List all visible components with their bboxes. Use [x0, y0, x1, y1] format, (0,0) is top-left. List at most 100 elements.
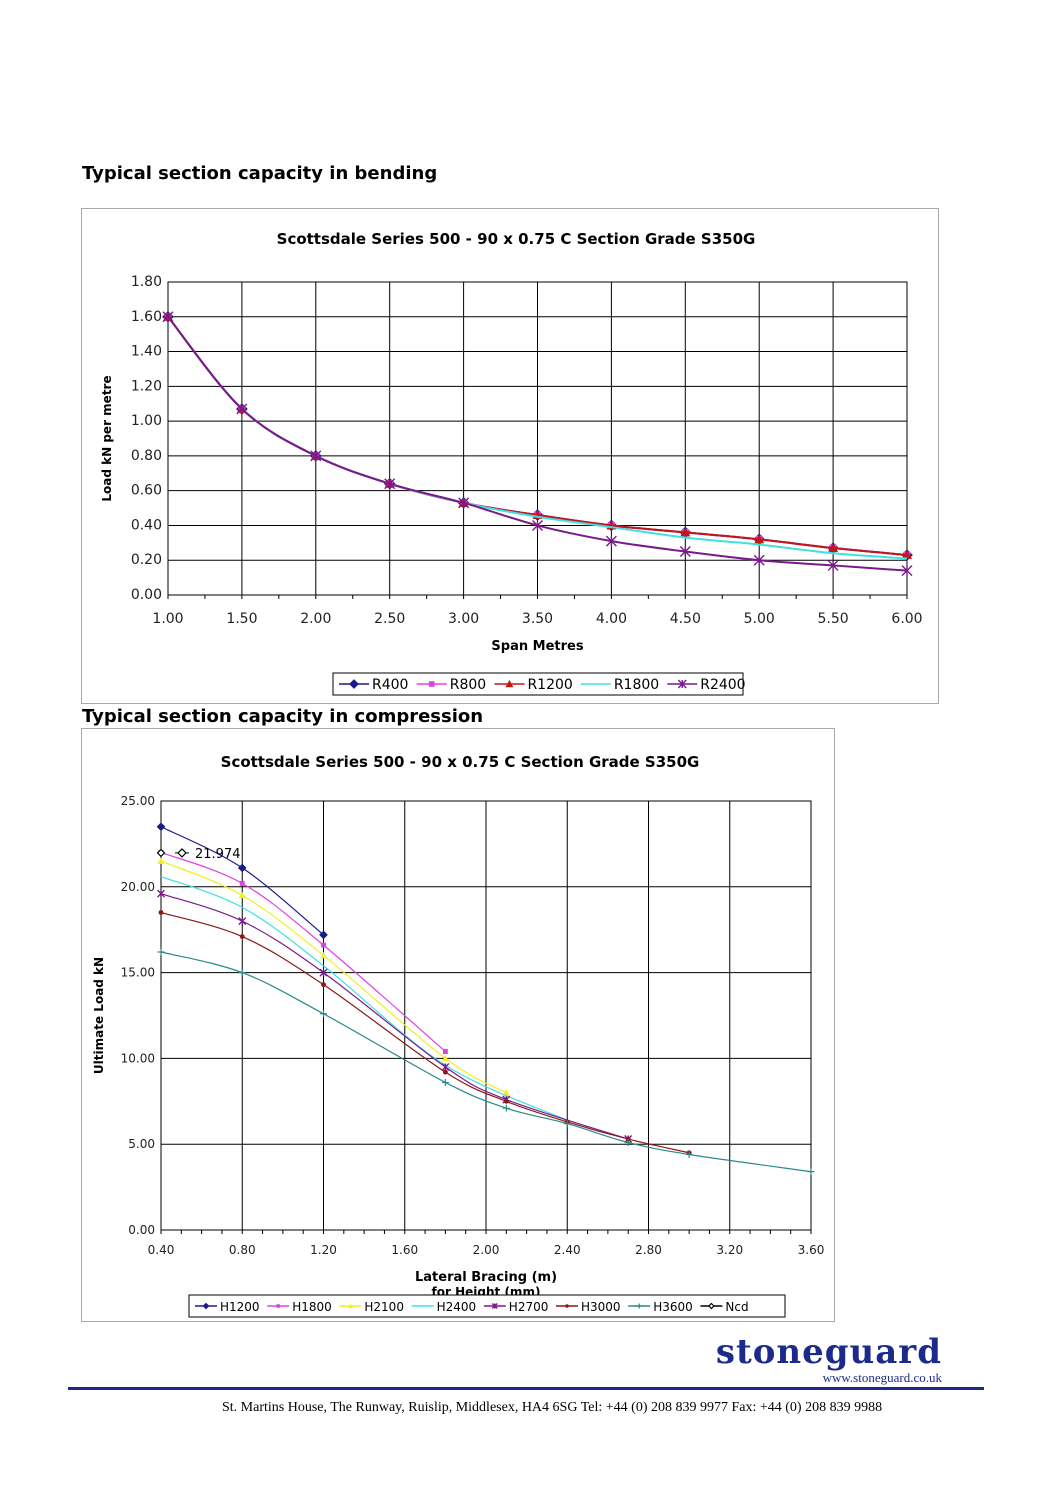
legend: H1200 H1800 H2100 H2400 H2700 H3000 H3600 Ncd — [188, 1294, 786, 1318]
x-axis-label: Span Metres — [491, 639, 583, 654]
legend-item-H2400: H2400 — [411, 1300, 477, 1314]
series-H1200 — [156, 822, 328, 940]
x-tick-label: 2.00 — [300, 611, 331, 627]
data-point — [441, 1078, 449, 1086]
data-point — [238, 917, 247, 926]
y-tick-label: 0.40 — [131, 517, 162, 533]
data-point — [680, 527, 691, 537]
legend-item-H3000: H3000 — [556, 1300, 621, 1314]
data-point — [310, 450, 322, 462]
series-H3600 — [157, 948, 815, 1176]
x-tick-label: 1.60 — [391, 1243, 418, 1257]
stoneguard-logo: stoneguard — [715, 1332, 942, 1372]
data-point — [901, 565, 913, 577]
x-tick-label: 5.50 — [818, 611, 849, 627]
legend-marker — [677, 679, 687, 689]
legend-label: R800 — [450, 677, 486, 693]
legend-label: R400 — [372, 677, 408, 693]
legend-label: R1800 — [614, 677, 659, 693]
legend-item-H1200: H1200 — [195, 1300, 260, 1314]
legend-marker — [276, 1304, 280, 1308]
series-R2400 — [162, 311, 913, 577]
legend-item-R1200: R1200 — [494, 677, 573, 693]
y-tick-label: 0.00 — [128, 1223, 155, 1237]
annotation-label: 21.974 — [195, 847, 241, 862]
chart-title: Scottsdale Series 500 - 90 x 0.75 C Sect… — [277, 230, 756, 248]
data-point — [320, 1010, 327, 1018]
footer-divider — [68, 1387, 984, 1390]
legend-label: R1200 — [527, 677, 572, 693]
x-tick-label: 2.40 — [554, 1243, 581, 1257]
legend-label: H3000 — [581, 1300, 621, 1314]
data-point — [239, 934, 245, 940]
legend-marker — [708, 1302, 715, 1310]
data-point — [319, 968, 328, 977]
x-tick-label: 1.00 — [152, 611, 183, 627]
data-point — [685, 1150, 693, 1158]
data-point — [605, 535, 617, 547]
y-tick-label: 15.00 — [121, 966, 155, 980]
legend-marker — [565, 1304, 569, 1308]
x-tick-label: 3.00 — [448, 611, 479, 627]
x-tick-label: 1.20 — [310, 1243, 337, 1257]
data-point — [384, 478, 396, 490]
series-Ncd — [156, 848, 166, 858]
legend-item-H1800: H1800 — [267, 1300, 332, 1314]
legend-item-R800: R800 — [416, 677, 486, 693]
y-axis-label: Load kN per metre — [100, 375, 114, 501]
data-point — [624, 1138, 632, 1146]
y-tick-label: 20.00 — [121, 880, 155, 894]
y-tick-label: 10.00 — [121, 1051, 155, 1065]
series-H2100 — [157, 857, 510, 1096]
y-tick-label: 0.00 — [131, 587, 162, 603]
x-tick-label: 3.50 — [522, 611, 553, 627]
compression-heading: Typical section capacity in compression — [82, 706, 484, 727]
y-axis-label: Ultimate Load kN — [92, 957, 106, 1074]
bending-heading: Typical section capacity in bending — [82, 163, 438, 184]
chart-title: Scottsdale Series 500 - 90 x 0.75 C Sect… — [221, 753, 700, 771]
data-point — [239, 880, 245, 886]
bending-chart: Scottsdale Series 500 - 90 x 0.75 C Sect… — [81, 208, 939, 704]
legend-label: H2400 — [437, 1300, 477, 1314]
x-tick-label: 2.00 — [473, 1243, 500, 1257]
legend-label: R2400 — [700, 677, 745, 693]
legend-item-H3600: H3600 — [628, 1300, 693, 1314]
x-tick-label: 0.80 — [229, 1243, 256, 1257]
brand-block: stoneguard www.stoneguard.co.uk — [716, 1332, 942, 1386]
data-point — [319, 930, 328, 940]
x-tick-label: 5.00 — [744, 611, 775, 627]
data-point — [157, 857, 165, 864]
y-tick-label: 1.40 — [131, 344, 162, 360]
data-point — [503, 1098, 509, 1104]
series-H3000 — [158, 910, 692, 1156]
y-tick-label: 0.60 — [131, 483, 162, 499]
x-tick-label: 6.00 — [891, 611, 922, 627]
x-tick-label: 4.00 — [596, 611, 627, 627]
y-tick-label: 0.20 — [131, 552, 162, 568]
y-tick-label: 1.20 — [131, 378, 162, 394]
data-point — [157, 948, 165, 956]
data-point — [162, 311, 174, 323]
data-point — [753, 554, 765, 566]
x-tick-label: 2.50 — [374, 611, 405, 627]
x-tick-label: 1.50 — [226, 611, 257, 627]
data-point — [679, 546, 691, 558]
series-line — [160, 851, 446, 1052]
legend-label: H3600 — [653, 1300, 693, 1314]
x-tick-label: 3.20 — [716, 1243, 743, 1257]
x-axis-label: Lateral Bracing (m) — [415, 1270, 557, 1285]
data-point — [902, 550, 912, 560]
legend-item-Ncd: Ncd — [700, 1300, 749, 1314]
series-H2400 — [160, 875, 568, 1121]
data-point — [828, 543, 839, 553]
legend-label: H2100 — [364, 1300, 404, 1314]
brand-url[interactable]: www.stoneguard.co.uk — [822, 1370, 942, 1385]
data-point — [442, 1069, 448, 1075]
data-point — [441, 1062, 450, 1071]
legend-marker — [202, 1302, 210, 1310]
series-line — [160, 911, 690, 1154]
annotation-marker — [177, 848, 187, 858]
data-point — [532, 519, 543, 531]
compression-chart: Scottsdale Series 500 - 90 x 0.75 C Sect… — [81, 728, 835, 1322]
data-point — [158, 910, 164, 915]
